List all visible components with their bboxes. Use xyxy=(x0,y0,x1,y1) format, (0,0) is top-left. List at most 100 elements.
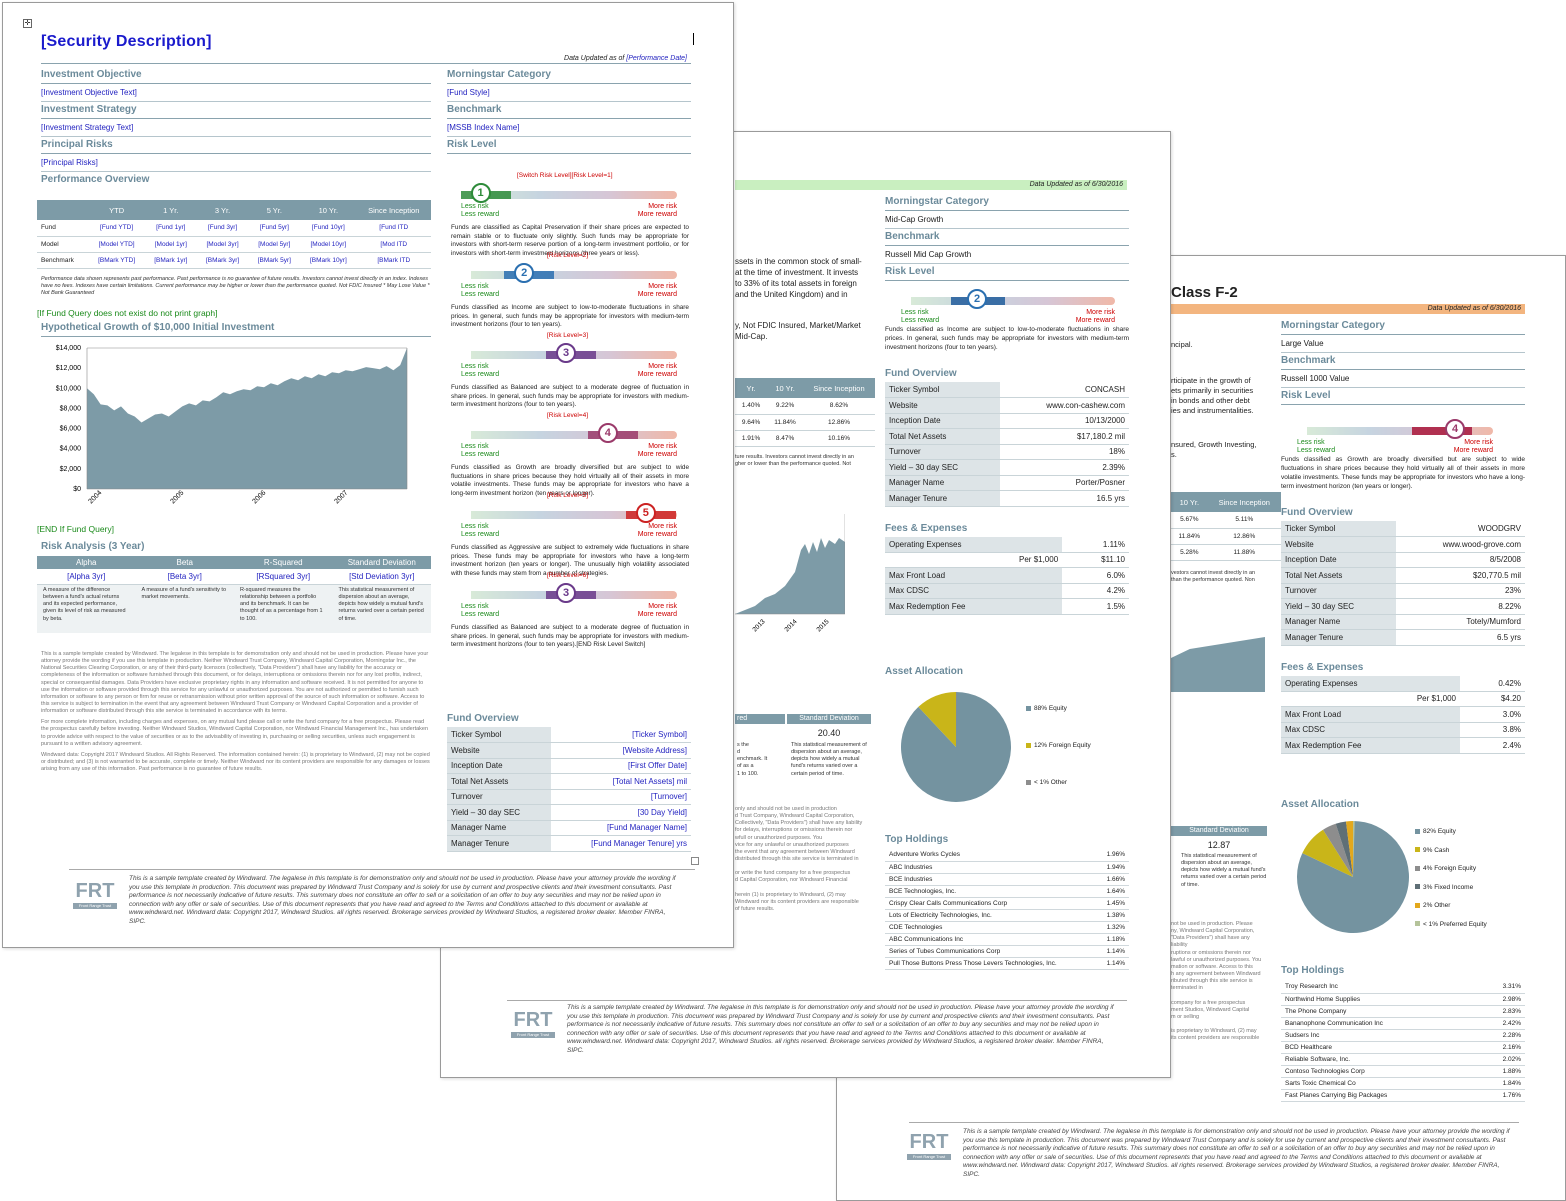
merge-field[interactable]: [Fund 5yr] xyxy=(248,220,301,237)
merge-field[interactable]: [Fund 3yr] xyxy=(196,220,249,237)
row-label: Inception Date xyxy=(885,413,1000,429)
more-risk-label: More risk More reward xyxy=(637,443,677,458)
row-value[interactable]: [First Offer Date] xyxy=(550,758,691,774)
legend-label: < 1% Other xyxy=(1034,779,1068,786)
investment-objective-field[interactable]: [Investment Objective Text] xyxy=(41,84,431,102)
holding-row: Pull Those Buttons Press Those Levers Te… xyxy=(885,957,1129,970)
row-value[interactable]: [30 Day Yield] xyxy=(550,804,691,821)
row-value[interactable]: [Turnover] xyxy=(550,789,691,805)
legal-text: This is a sample template created by Win… xyxy=(41,651,430,773)
merge-field[interactable]: [BMark 1yr] xyxy=(144,252,197,269)
legend-item: 88% Equity xyxy=(1026,705,1067,712)
end-fund-query-field[interactable]: [END If Fund Query] xyxy=(37,524,114,534)
row-label: Total Net Assets xyxy=(885,428,1000,445)
merge-field[interactable]: [BMark YTD] xyxy=(88,252,145,269)
risk-level-case-field[interactable]: [Risk Level=6] xyxy=(547,572,589,579)
risk-level-case-field[interactable]: [Risk Level=2] xyxy=(547,252,589,259)
std-dev-value: 20.40 xyxy=(817,728,841,738)
frt-logo: FRT Front Range Trust xyxy=(511,1008,555,1044)
less-risk-label: Less risk Less reward xyxy=(461,603,500,618)
row-label: Inception Date xyxy=(1281,552,1397,568)
x-tick: 2015 xyxy=(815,618,830,633)
merge-field[interactable]: [RSquared 3yr] xyxy=(234,569,333,585)
row-value: 0.42% xyxy=(1459,675,1525,692)
index-name-field[interactable]: [MSSB Index Name] xyxy=(447,119,691,137)
holding-name: Fast Planes Carrying Big Packages xyxy=(1281,1089,1478,1102)
row-value[interactable]: [Fund Manager Name] xyxy=(550,820,691,836)
holding-name: ABC Industries xyxy=(885,861,1098,874)
table-row: Website [Website Address] xyxy=(447,742,691,759)
merge-field[interactable]: [BMark 5yr] xyxy=(248,252,301,269)
switch-risk-field[interactable]: [Switch Risk Level][Risk Level=1] xyxy=(517,172,613,179)
merge-field[interactable]: [Std Deviation 3yr] xyxy=(332,569,431,585)
holding-weight: 1.96% xyxy=(1097,849,1129,862)
column-header: Alpha xyxy=(37,556,136,569)
merge-field[interactable]: [Model YTD] xyxy=(88,236,145,253)
merge-field[interactable]: [Model 3yr] xyxy=(196,236,249,253)
frt-logo: FRT Front Range Trust xyxy=(73,879,117,915)
right-column: Morningstar Category Large Value Benchma… xyxy=(1281,318,1525,754)
merge-field[interactable]: [Model 1yr] xyxy=(144,236,197,253)
top-holdings-table: Troy Research Inc 3.31% Northwind Home Sup… xyxy=(1281,981,1525,1102)
legend-item: 4% Foreign Equity xyxy=(1415,865,1476,872)
table-row: Yield – 30 day SEC [30 Day Yield] xyxy=(447,804,691,821)
table-move-handle-icon[interactable]: ✛ xyxy=(23,19,32,28)
document-page-3[interactable]: Class F-2 Data Updated as of 6/30/2016 n… xyxy=(836,255,1566,1201)
pie-slice xyxy=(918,692,956,747)
row-value[interactable]: [Total Net Assets] mil xyxy=(550,773,691,790)
value-row: [Alpha 3yr] [Beta 3yr] [RSquared 3yr] [Std … xyxy=(37,569,431,585)
document-page-1[interactable]: ✛ [Security Description] Data Updated as… xyxy=(2,2,734,948)
merge-field[interactable]: [Model 5yr] xyxy=(248,236,301,253)
legend-label: 82% Equity xyxy=(1423,828,1456,835)
fees-table: Operating Expenses 0.42% Per $1,000 $4.20 Ma… xyxy=(1281,675,1525,754)
morningstar-category-heading: Morningstar Category xyxy=(1281,318,1525,335)
investment-strategy-field[interactable]: [Investment Strategy Text] xyxy=(41,119,431,137)
merge-field[interactable]: [BMark 3yr] xyxy=(196,252,249,269)
holding-name: Pull Those Buttons Press Those Levers Te… xyxy=(885,957,1098,970)
fund-style-field[interactable]: [Fund Style] xyxy=(447,84,691,102)
holding-weight: 2.42% xyxy=(1477,1017,1525,1030)
table-row: Ticker Symbol [Ticker Symbol] xyxy=(447,727,691,743)
merge-field[interactable]: [Fund 1yr] xyxy=(144,220,197,237)
if-fund-query-field[interactable]: [If Fund Query does not exist do not pri… xyxy=(37,308,218,318)
risk-level-case-field[interactable]: [Risk Level=3] xyxy=(547,332,589,339)
row-value[interactable]: [Fund Manager Tenure] yrs xyxy=(550,835,691,852)
merge-field[interactable]: [BMark ITD xyxy=(356,252,431,269)
risk-level-marker: 2 xyxy=(967,289,987,309)
row-value: 4.2% xyxy=(1062,583,1129,599)
row-value[interactable]: [Ticker Symbol] xyxy=(550,727,691,743)
risk-level-heading: Risk Level xyxy=(447,137,691,154)
merge-field[interactable]: [Fund YTD] xyxy=(88,220,145,237)
legend-swatch xyxy=(1026,779,1031,785)
pie-slice xyxy=(1302,829,1353,877)
merge-field[interactable]: [Model 10yr] xyxy=(300,236,357,253)
merge-field[interactable]: [Fund ITD xyxy=(356,220,431,237)
row-value[interactable]: [Website Address] xyxy=(550,742,691,759)
principal-risks-field[interactable]: [Principal Risks] xyxy=(41,154,431,172)
table-row: Max CDSC 4.2% xyxy=(885,583,1129,599)
risk-level-case-field[interactable]: [Risk Level=4] xyxy=(547,412,589,419)
row-label: Model xyxy=(37,236,89,253)
table-row: Inception Date 10/13/2000 xyxy=(885,413,1129,429)
table-resize-handle[interactable] xyxy=(691,857,699,865)
merge-field[interactable]: [Fund 10yr] xyxy=(300,220,357,237)
row-value: 8/5/2008 xyxy=(1396,552,1525,568)
left-text-fragment: ssets in the common stock of small-at th… xyxy=(735,257,862,341)
table-row: Manager Name [Fund Manager Name] xyxy=(447,820,691,836)
column-header: R-Squared xyxy=(234,556,333,569)
risk-level-case-field[interactable]: [Risk Level=5] xyxy=(547,492,589,499)
column-header: Beta xyxy=(135,556,234,569)
merge-field[interactable]: [BMark 10yr] xyxy=(300,252,357,269)
top-holdings-heading: Top Holdings xyxy=(885,834,949,845)
merge-field[interactable]: [Beta 3yr] xyxy=(135,569,234,585)
merge-field[interactable]: [Mod ITD xyxy=(356,236,431,253)
page-title: Class F-2 xyxy=(1171,284,1238,301)
header-row: Alpha Beta R-Squared Standard Deviation xyxy=(37,556,431,569)
perf-note-fragment: ture results. Investors cannot invest di… xyxy=(735,454,854,468)
column-header xyxy=(37,200,89,220)
merge-field[interactable]: [Alpha 3yr] xyxy=(37,569,136,585)
frt-logo: FRT Front Range Trust xyxy=(907,1130,951,1166)
pie-slice xyxy=(956,692,957,747)
performance-date-field[interactable]: [Performance Date] xyxy=(626,55,687,62)
more-risk-label: More risk More reward xyxy=(637,363,677,378)
